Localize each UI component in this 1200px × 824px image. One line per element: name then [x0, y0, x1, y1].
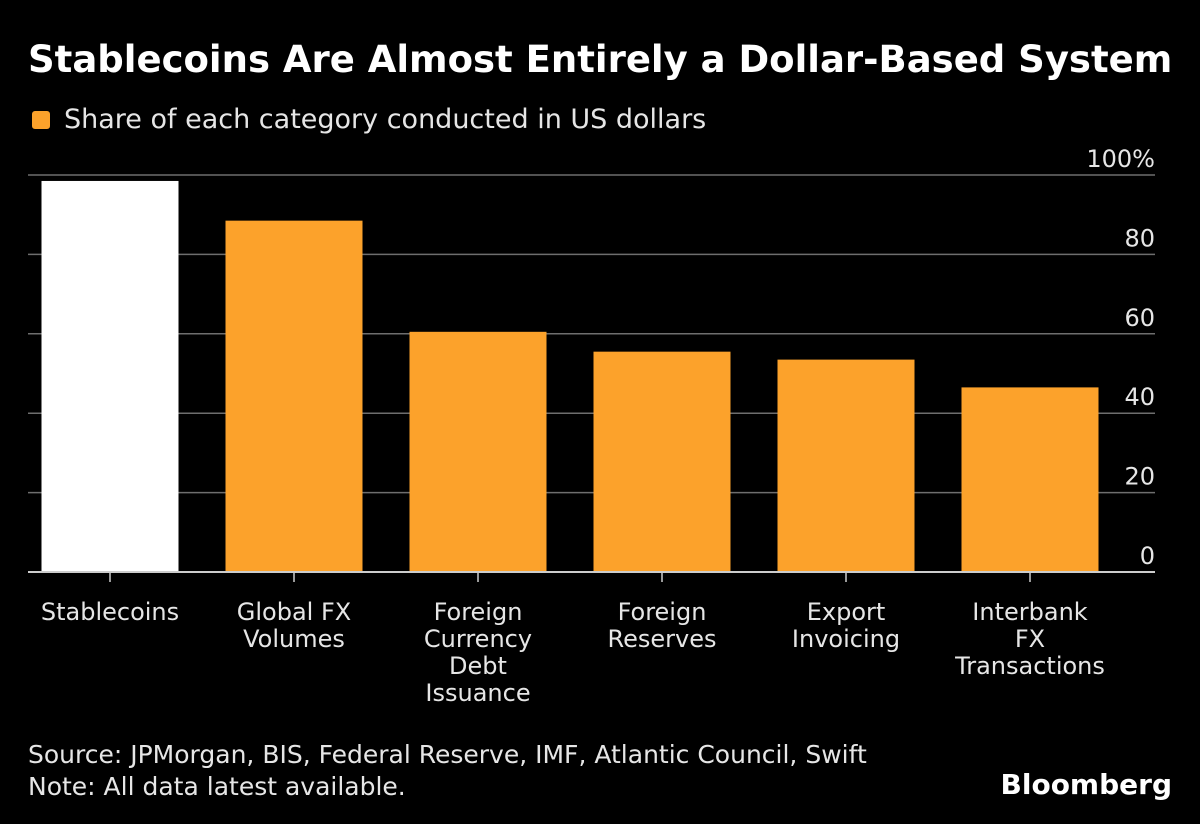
- legend-label: Share of each category conducted in US d…: [64, 104, 707, 135]
- y-tick-label: 60: [1124, 304, 1155, 332]
- bar: [41, 180, 179, 572]
- chart-title: Stablecoins Are Almost Entirely a Dollar…: [28, 38, 1173, 81]
- source-note: Source: JPMorgan, BIS, Federal Reserve, …: [28, 740, 867, 769]
- x-tick-label: Interbank FX Transactions: [954, 598, 1105, 680]
- y-tick-label: 20: [1124, 463, 1155, 491]
- bar: [961, 387, 1099, 572]
- x-tick-label: Foreign Currency Debt Issuance: [424, 598, 532, 707]
- x-tick-label: Export Invoicing: [792, 598, 900, 653]
- x-tick-label: Foreign Reserves: [608, 598, 717, 653]
- y-tick-label: 100%: [1086, 145, 1155, 173]
- legend: Share of each category conducted in US d…: [32, 104, 706, 135]
- y-tick-label: 0: [1140, 542, 1155, 570]
- bar: [409, 331, 547, 572]
- bar: [225, 220, 363, 572]
- y-tick-label: 80: [1124, 224, 1155, 252]
- bar: [593, 351, 731, 572]
- bar: [777, 359, 915, 572]
- data-note: Note: All data latest available.: [28, 772, 406, 801]
- bloomberg-logo: Bloomberg: [1000, 768, 1172, 801]
- legend-swatch: [32, 110, 50, 129]
- x-tick-label: Global FX Volumes: [237, 598, 351, 653]
- x-tick-label: Stablecoins: [41, 598, 179, 626]
- y-tick-label: 40: [1124, 383, 1155, 411]
